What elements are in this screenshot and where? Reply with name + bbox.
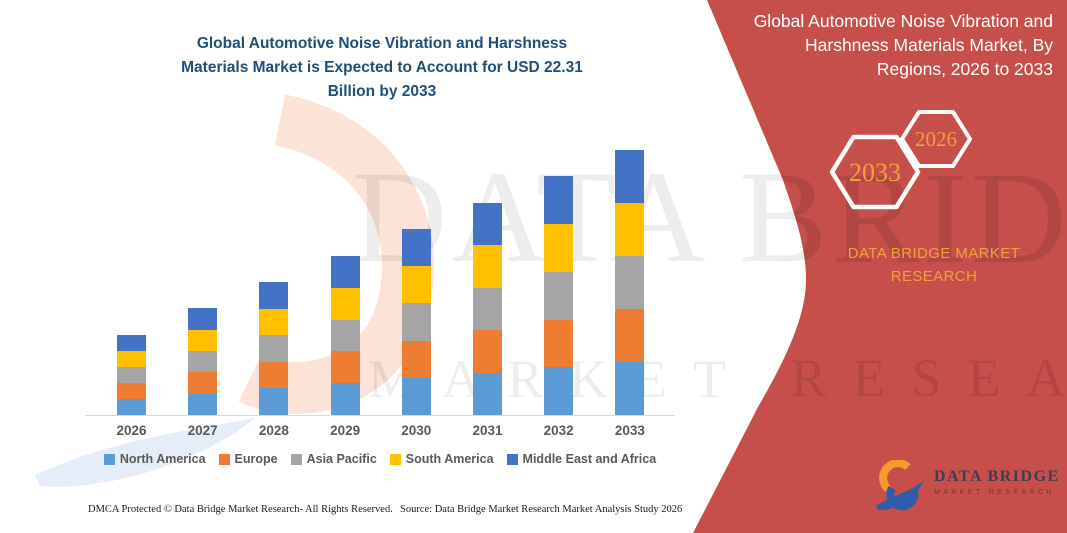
bar-segment-2031-europe	[473, 330, 502, 373]
bar-segment-2026-north-america	[117, 398, 146, 415]
bar-segment-2032-north-america	[544, 367, 574, 415]
bar-2032	[544, 176, 574, 415]
legend-label: Middle East and Africa	[522, 452, 657, 466]
x-axis-label-2027: 2027	[187, 423, 218, 438]
legend-swatch-icon	[103, 453, 115, 465]
banner-title: Global Automotive Noise Vibration and Ha…	[753, 11, 1053, 79]
bar-segment-2031-south-america	[473, 245, 502, 288]
bar-segment-2032-asia-pacific	[544, 271, 574, 320]
banner-watermark-line2: MARKET RESEARCH	[368, 348, 1067, 408]
bar-segment-2030-south-america	[401, 266, 431, 304]
bar-segment-2026-europe	[117, 382, 146, 399]
banner-background	[693, 0, 1067, 533]
legend-swatch-icon	[506, 453, 518, 465]
bar-segment-2028-south-america	[259, 308, 289, 336]
bar-segment-2032-south-america	[544, 224, 574, 272]
hexagon-2033-label: 2033	[849, 158, 901, 187]
bar-segment-2026-asia-pacific	[117, 366, 146, 383]
logo-name: DATA BRIDGE	[934, 468, 1060, 485]
bar-segment-2029-south-america	[330, 287, 360, 320]
legend-label: Europe	[234, 452, 278, 466]
bar-segment-2031-middle-east-and-africa	[473, 203, 502, 246]
x-axis-label-2031: 2031	[472, 423, 503, 438]
bar-segment-2030-middle-east-and-africa	[401, 229, 431, 267]
legend-swatch-icon	[389, 453, 401, 465]
legend-label: Asia Pacific	[306, 452, 377, 466]
legend-item-south-america: South America	[389, 452, 494, 466]
bar-segment-2029-europe	[330, 351, 360, 384]
bar-segment-2026-middle-east-and-africa	[117, 334, 146, 351]
bar-segment-2028-asia-pacific	[259, 335, 289, 362]
bar-segment-2029-asia-pacific	[330, 319, 360, 352]
legend-item-middle-east-and-africa: Middle East and Africa	[506, 452, 657, 466]
legend-label: South America	[405, 452, 494, 466]
bar-segment-2032-europe	[544, 319, 574, 368]
bar-segment-2033-south-america	[615, 203, 645, 257]
logo-subtitle: MARKET RESEARCH	[934, 489, 1055, 496]
bar-2030	[401, 229, 431, 415]
bar-segment-2027-middle-east-and-africa	[188, 308, 218, 330]
x-axis-label-2028: 2028	[258, 423, 289, 438]
x-axis-labels: 2026 2027 2028 2029 2030 2031 2032 2033	[88, 423, 672, 441]
bar-segment-2026-south-america	[117, 350, 146, 367]
chart-title: Global Automotive Noise Vibration and Ha…	[181, 35, 583, 100]
bar-segment-2029-north-america	[330, 383, 360, 415]
x-axis-label-2033: 2033	[614, 423, 645, 438]
bar-segment-2027-north-america	[188, 393, 218, 415]
x-axis-label-2032: 2032	[543, 423, 574, 438]
bar-2027	[188, 308, 218, 415]
bar-segment-2033-middle-east-and-africa	[615, 150, 645, 204]
legend: North America Europe Asia Pacific South Ame…	[80, 452, 680, 466]
logo-text-block: DATA BRIDGE MARKET RESEARCH	[934, 460, 1060, 496]
bar-segment-2030-asia-pacific	[401, 303, 431, 341]
hexagon-2026-label: 2026	[915, 127, 957, 151]
bar-segment-2033-asia-pacific	[615, 256, 645, 310]
legend-item-europe: Europe	[218, 452, 278, 466]
legend-swatch-icon	[290, 453, 302, 465]
footer: DMCA Protected © Data Bridge Market Rese…	[0, 504, 720, 524]
footer-dmca-text: DMCA Protected © Data Bridge Market Rese…	[88, 504, 393, 515]
bar-segment-2031-north-america	[473, 372, 502, 415]
bar-2026	[117, 334, 146, 415]
data-bridge-logo-icon	[876, 460, 924, 511]
bar-segment-2028-europe	[259, 361, 289, 389]
footer-source-text: Source: Data Bridge Market Research Mark…	[400, 504, 683, 515]
watermark-swoosh	[35, 418, 255, 487]
bar-segment-2033-north-america	[615, 362, 645, 415]
bar-segment-2027-europe	[188, 372, 218, 394]
bar-segment-2030-europe	[401, 340, 431, 378]
bar-segment-2028-middle-east-and-africa	[259, 282, 289, 309]
hexagon-2026	[900, 110, 972, 168]
bar-segment-2028-north-america	[259, 388, 289, 415]
x-axis-label-2030: 2030	[401, 423, 432, 438]
bar-segment-2033-europe	[615, 309, 645, 363]
bar-segment-2027-asia-pacific	[188, 350, 218, 373]
banner-brand-text: DATA BRIDGE MARKET RESEARCH	[847, 245, 1021, 285]
bar-segment-2030-north-america	[401, 377, 431, 415]
x-axis-label-2029: 2029	[330, 423, 361, 438]
data-bridge-logo: DATA BRIDGE MARKET RESEARCH	[874, 460, 1060, 514]
hexagon-2033	[829, 134, 921, 210]
bar-segment-2031-asia-pacific	[473, 287, 502, 331]
bar-2031	[473, 203, 502, 415]
bar-segment-2032-middle-east-and-africa	[544, 176, 574, 225]
bar-2028	[259, 282, 289, 415]
plot-area	[88, 150, 672, 415]
bar-segment-2029-middle-east-and-africa	[330, 255, 360, 288]
legend-label: North America	[119, 452, 206, 466]
bar-2033	[615, 150, 645, 415]
bar-segment-2027-south-america	[188, 329, 218, 351]
x-axis-label-2026: 2026	[116, 423, 147, 438]
bar-2029	[330, 255, 360, 415]
x-axis-line	[85, 415, 675, 416]
legend-item-asia-pacific: Asia Pacific	[290, 452, 377, 466]
legend-swatch-icon	[218, 453, 230, 465]
legend-item-north-america: North America	[103, 452, 206, 466]
